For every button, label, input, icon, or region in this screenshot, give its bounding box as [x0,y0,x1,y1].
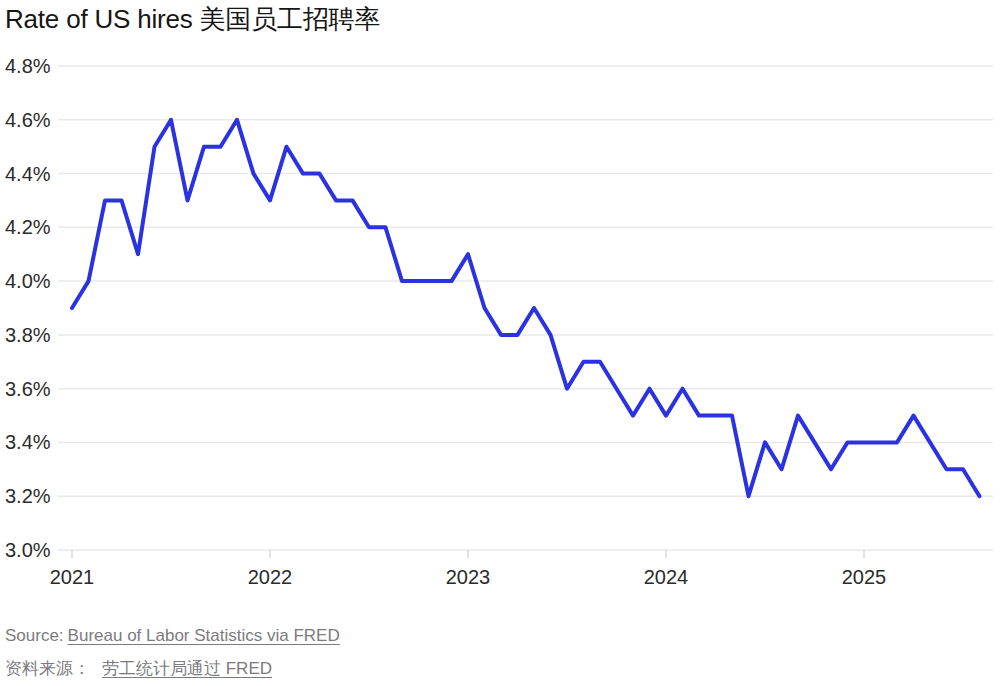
source-prefix-zh: 资料来源： [5,659,90,678]
y-axis-label: 4.0% [5,270,51,292]
x-axis-label: 2021 [50,566,95,588]
y-axis-label: 3.0% [5,539,51,561]
y-axis-label: 3.4% [5,431,51,453]
source-link-en[interactable]: Bureau of Labor Statistics via FRED [68,626,340,645]
y-axis-label: 4.2% [5,216,51,238]
y-axis-label: 4.6% [5,109,51,131]
y-axis-label: 3.2% [5,485,51,507]
y-axis-label: 3.6% [5,378,51,400]
x-axis-label: 2023 [446,566,491,588]
hires-rate-line [72,120,980,496]
source-line-en: Source:Bureau of Labor Statistics via FR… [5,626,340,646]
chart-figure: Rate of US hires 美国员工招聘率 4.8%4.6%4.4%4.2… [0,0,1000,686]
x-axis-label: 2022 [248,566,293,588]
source-prefix-en: Source: [5,626,64,645]
x-axis-label: 2025 [842,566,887,588]
y-axis-label: 4.4% [5,163,51,185]
y-axis-label: 3.8% [5,324,51,346]
line-chart: 4.8% 4.6% 4.4% 4.2% 4.0% 3.8% 3.6% 3.4% 3.2% 3.0%… [0,0,1000,612]
source-line-zh: 资料来源： 劳工统计局通过 FRED [5,657,272,680]
y-axis-label: 4.8% [5,55,51,77]
source-link-zh[interactable]: 劳工统计局通过 FRED [102,659,272,678]
x-axis-label: 2024 [644,566,689,588]
